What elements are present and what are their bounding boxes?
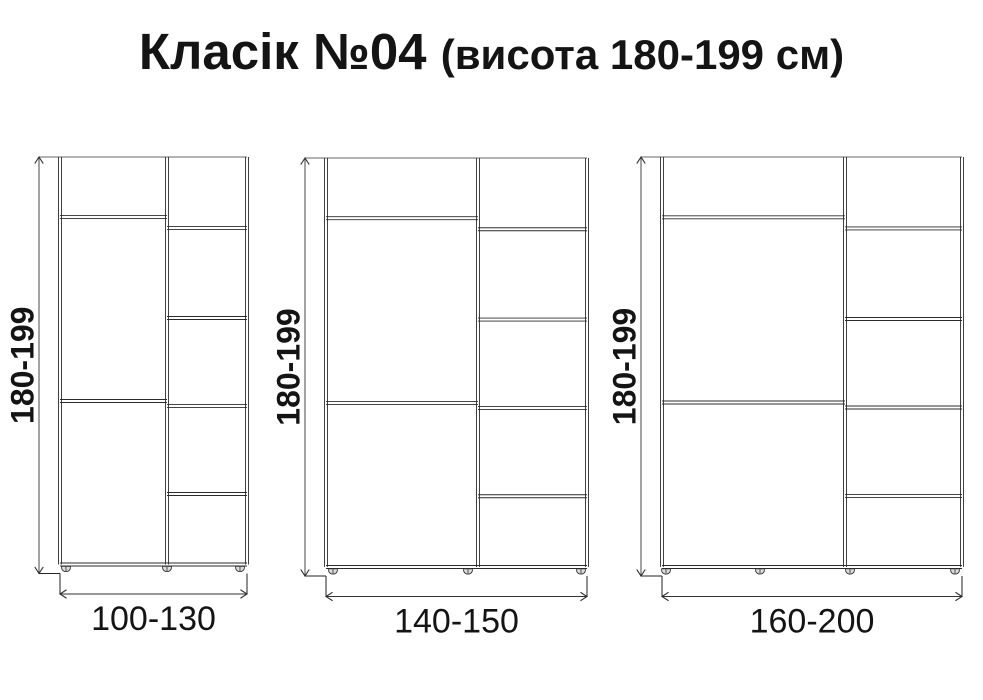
- svg-text:180-199: 180-199: [5, 307, 41, 424]
- svg-text:180-199: 180-199: [271, 308, 307, 425]
- svg-text:160-200: 160-200: [750, 603, 875, 641]
- svg-text:180-199: 180-199: [607, 308, 643, 425]
- svg-text:140-150: 140-150: [394, 603, 519, 641]
- svg-text:100-130: 100-130: [91, 600, 216, 638]
